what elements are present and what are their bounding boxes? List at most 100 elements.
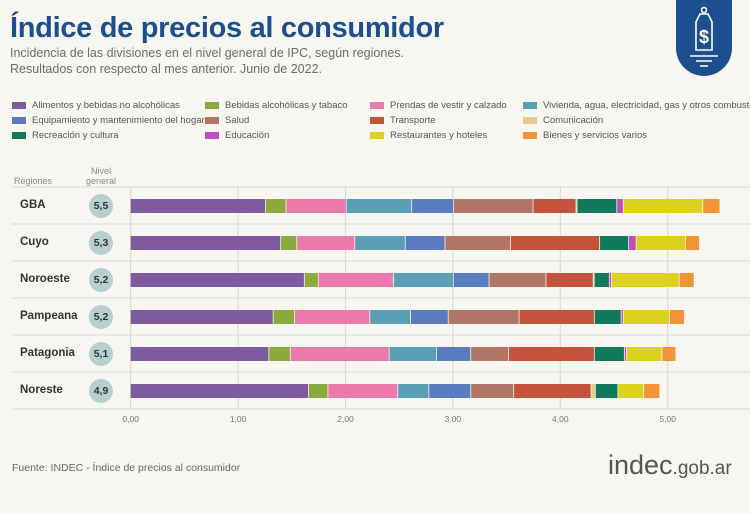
nivel-general-badge: 5,1	[89, 341, 113, 366]
nivel-general-badge: 5,2	[89, 267, 113, 292]
legend-swatch	[205, 102, 219, 109]
legend-swatch	[205, 117, 219, 124]
bar-segment	[519, 310, 594, 324]
legend-item: Restaurantes y hoteles	[370, 130, 487, 141]
legend-swatch	[370, 117, 384, 124]
bar-segment	[593, 273, 595, 287]
legend-swatch	[12, 117, 26, 124]
x-tick-label: 4,00	[552, 414, 569, 424]
logo-text: indec	[608, 450, 673, 480]
x-tick-label: 5,00	[659, 414, 676, 424]
bar-segment	[489, 273, 546, 287]
bar-segment	[679, 273, 694, 287]
bar-segment	[623, 310, 670, 324]
bar-segment	[346, 199, 412, 213]
bar-segment	[533, 199, 576, 213]
legend-label: Comunicación	[543, 115, 604, 126]
bar-segment	[295, 310, 370, 324]
bar-segment	[393, 273, 454, 287]
bar-segment	[636, 236, 686, 250]
bar-segment	[130, 347, 269, 361]
bar-segment	[644, 384, 660, 398]
bar-segment	[281, 236, 297, 250]
bar-segment	[304, 273, 318, 287]
legend-item: Prendas de vestir y calzado	[370, 100, 507, 111]
legend-item: Transporte	[370, 115, 436, 126]
bar-segment	[662, 347, 676, 361]
bar-segment	[398, 384, 429, 398]
price-tag-dollar-icon: $	[676, 0, 732, 76]
legend-item: Bebidas alcohólicas y tabaco	[205, 100, 348, 111]
bar-segment	[290, 347, 389, 361]
bar-segment	[130, 384, 309, 398]
bar-segment	[411, 310, 448, 324]
bar-segment	[624, 347, 627, 361]
bar-segment	[594, 310, 621, 324]
bar-segment	[621, 310, 623, 324]
indec-logo: indec.gob.ar	[608, 450, 732, 481]
bar-segment	[685, 236, 700, 250]
bar-segment	[308, 384, 328, 398]
legend-item: Salud	[205, 115, 249, 126]
source-note: Fuente: INDEC - Índice de precios al con…	[12, 462, 241, 474]
nivel-general-badge: 5,3	[89, 230, 113, 255]
bar-segment	[389, 347, 436, 361]
bar-segment	[429, 384, 471, 398]
bar-segment	[595, 384, 618, 398]
bar-segment	[370, 310, 411, 324]
legend-label: Alimentos y bebidas no alcohólicas	[32, 100, 180, 111]
legend-label: Transporte	[390, 115, 436, 126]
bar-segment	[600, 236, 629, 250]
bar-segment	[286, 199, 346, 213]
legend-label: Prendas de vestir y calzado	[390, 100, 507, 111]
legend-item: Alimentos y bebidas no alcohólicas	[12, 100, 180, 111]
subtitle-line-1: Incidencia de las divisiones en el nivel…	[10, 46, 404, 60]
bar-segment	[453, 273, 489, 287]
legend-label: Bebidas alcohólicas y tabaco	[225, 100, 348, 111]
bar-segment	[471, 384, 514, 398]
nivel-general-badge: 5,2	[89, 304, 113, 329]
bar-segment	[273, 310, 295, 324]
legend-item: Educación	[205, 130, 269, 141]
bar-segment	[318, 273, 394, 287]
header-nivel-general: Nivel general	[85, 166, 117, 186]
bar-segment	[703, 199, 720, 213]
bar-segment	[453, 199, 533, 213]
bar-segment	[130, 236, 281, 250]
bar-segment	[355, 236, 405, 250]
region-label: Patagonia	[20, 346, 75, 359]
bar-segment	[594, 347, 624, 361]
svg-text:$: $	[699, 27, 709, 47]
legend-swatch	[523, 117, 537, 124]
legend-label: Bienes y servicios varios	[543, 130, 648, 141]
bar-segment	[130, 273, 304, 287]
bar-segment	[609, 273, 612, 287]
bar-segment	[669, 310, 685, 324]
legend-label: Equipamiento y mantenimiento del hogar	[32, 115, 205, 126]
nivel-general-badge: 4,9	[89, 378, 113, 403]
bar-segment	[617, 199, 623, 213]
bar-segment	[412, 199, 454, 213]
legend-label: Educación	[225, 130, 270, 141]
bar-segment	[514, 384, 591, 398]
logo-suffix: .gob.ar	[672, 458, 732, 479]
legend-swatch	[523, 102, 537, 109]
bar-segment	[626, 347, 662, 361]
bar-segment	[618, 384, 644, 398]
bar-segment	[445, 236, 511, 250]
bar-segment	[611, 273, 679, 287]
bar-segment	[508, 347, 594, 361]
x-tick-label: 2,00	[337, 414, 354, 424]
legend-item: Recreación y cultura	[12, 130, 119, 141]
nivel-general-badge: 5,5	[89, 193, 113, 218]
legend-item: Vivienda, agua, electricidad, gas y otro…	[523, 100, 750, 111]
legend-swatch	[12, 132, 26, 139]
bar-segment	[405, 236, 445, 250]
legend-item: Equipamiento y mantenimiento del hogar	[12, 115, 205, 126]
region-label: Pampeana	[20, 309, 78, 322]
bar-segment	[269, 347, 290, 361]
subtitle-line-2: Resultados con respecto al mes anterior.…	[10, 62, 322, 76]
bar-segment	[448, 310, 519, 324]
bar-segment	[594, 273, 609, 287]
